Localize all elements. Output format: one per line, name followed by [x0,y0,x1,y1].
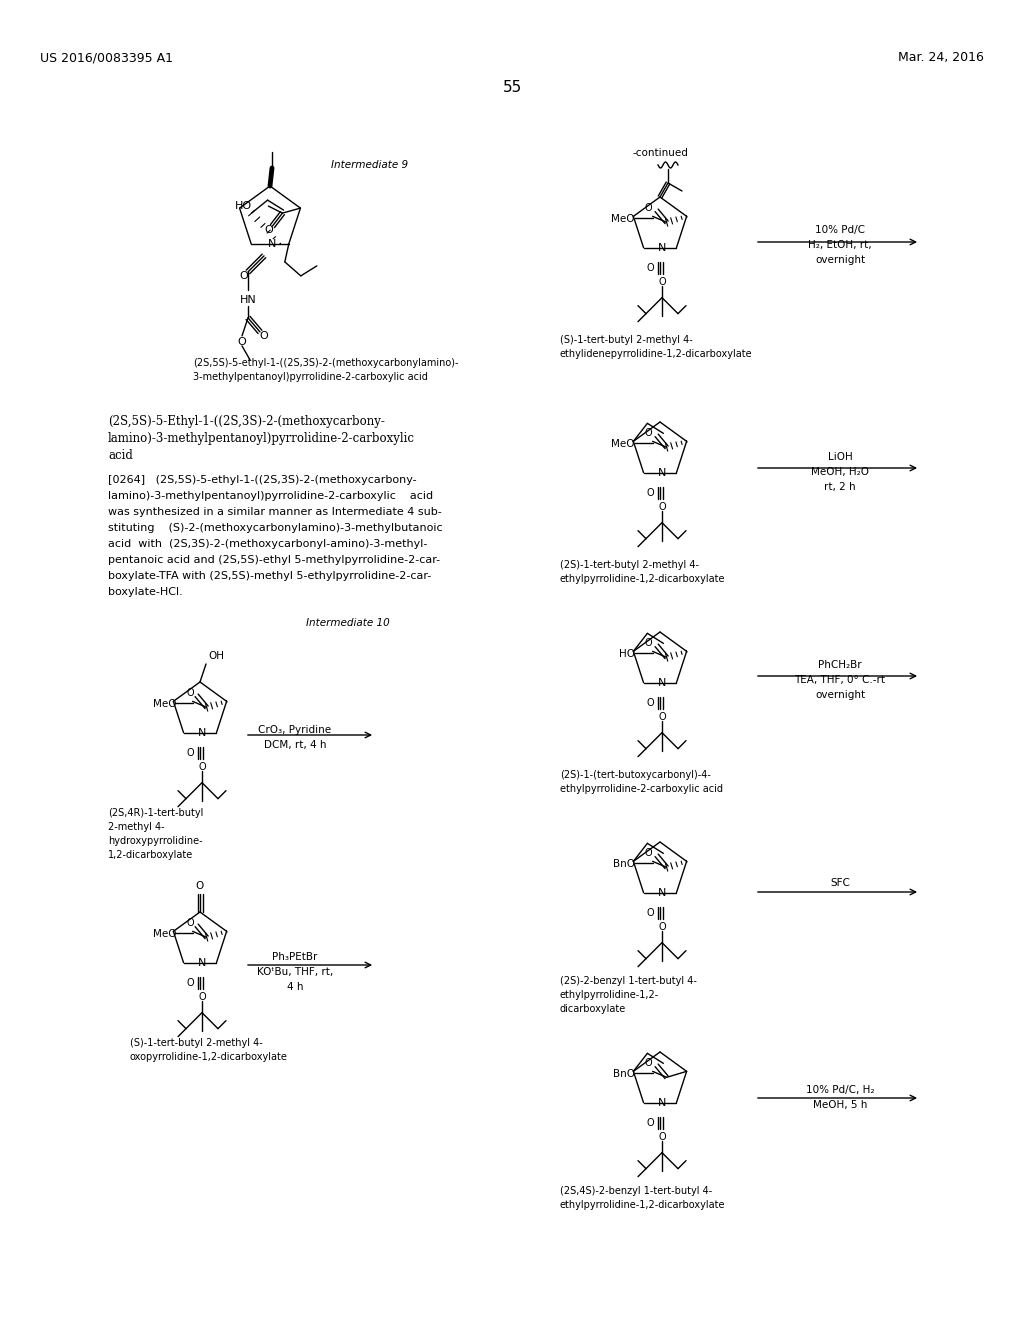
Text: 3-methylpentanoyl)pyrrolidine-2-carboxylic acid: 3-methylpentanoyl)pyrrolidine-2-carboxyl… [193,372,428,381]
Text: O: O [186,919,195,928]
Text: hydroxypyrrolidine-: hydroxypyrrolidine- [108,836,203,846]
Text: O: O [645,429,652,438]
Text: dicarboxylate: dicarboxylate [560,1005,627,1014]
Text: ethylpyrrolidine-2-carboxylic acid: ethylpyrrolidine-2-carboxylic acid [560,784,723,795]
Text: 10% Pd/C, H₂: 10% Pd/C, H₂ [806,1085,874,1096]
Text: (2S,5S)-5-ethyl-1-((2S,3S)-2-(methoxycarbonylamino)-: (2S,5S)-5-ethyl-1-((2S,3S)-2-(methoxycar… [193,358,459,368]
Text: HN: HN [240,294,256,305]
Text: MeO: MeO [611,214,635,224]
Text: Ph₃PEtBr: Ph₃PEtBr [272,952,317,962]
Text: (2S)-1-(tert-butoxycarbonyl)-4-: (2S)-1-(tert-butoxycarbonyl)-4- [560,770,711,780]
Text: N: N [657,243,667,252]
Text: boxylate-HCl.: boxylate-HCl. [108,587,182,597]
Text: N: N [657,677,667,688]
Text: O: O [646,698,653,708]
Text: N: N [657,887,667,898]
Text: (2S,4S)-2-benzyl 1-tert-butyl 4-: (2S,4S)-2-benzyl 1-tert-butyl 4- [560,1185,713,1196]
Text: lamino)-3-methylpentanoyl)pyrrolidine-2-carboxylic: lamino)-3-methylpentanoyl)pyrrolidine-2-… [108,432,415,445]
Text: rt, 2 h: rt, 2 h [824,482,856,492]
Text: was synthesized in a similar manner as Intermediate 4 sub-: was synthesized in a similar manner as I… [108,507,441,517]
Text: BnO: BnO [612,859,635,870]
Text: N: N [657,1098,667,1107]
Text: ethylpyrrolidine-1,2-dicarboxylate: ethylpyrrolidine-1,2-dicarboxylate [560,574,725,583]
Text: OH: OH [208,651,224,661]
Text: O: O [264,226,272,235]
Text: 55: 55 [503,81,521,95]
Text: overnight: overnight [815,255,865,265]
Text: [0264]   (2S,5S)-5-ethyl-1-((2S,3S)-2-(methoxycarbony-: [0264] (2S,5S)-5-ethyl-1-((2S,3S)-2-(met… [108,475,417,484]
Text: O: O [646,908,653,917]
Text: US 2016/0083395 A1: US 2016/0083395 A1 [40,51,173,65]
Text: O: O [199,762,206,772]
Text: boxylate-TFA with (2S,5S)-methyl 5-ethylpyrrolidine-2-car-: boxylate-TFA with (2S,5S)-methyl 5-ethyl… [108,572,431,581]
Text: SFC: SFC [830,878,850,888]
Text: O: O [645,639,652,648]
Text: ethylpyrrolidine-1,2-: ethylpyrrolidine-1,2- [560,990,659,1001]
Text: O: O [645,203,652,214]
Text: O: O [658,1131,666,1142]
Text: O: O [658,921,666,932]
Text: (2S,4R)-1-tert-butyl: (2S,4R)-1-tert-butyl [108,808,204,818]
Text: BnO: BnO [612,1069,635,1080]
Text: (2S)-1-tert-butyl 2-methyl 4-: (2S)-1-tert-butyl 2-methyl 4- [560,560,699,570]
Text: 10% Pd/C: 10% Pd/C [815,224,865,235]
Text: O: O [186,747,194,758]
Text: (2S)-2-benzyl 1-tert-butyl 4-: (2S)-2-benzyl 1-tert-butyl 4- [560,975,697,986]
Text: Mar. 24, 2016: Mar. 24, 2016 [898,51,984,65]
Text: 4 h: 4 h [287,982,303,993]
Text: MeO: MeO [154,929,176,940]
Text: MeOH, H₂O: MeOH, H₂O [811,467,869,477]
Text: oxopyrrolidine-1,2-dicarboxylate: oxopyrrolidine-1,2-dicarboxylate [130,1052,288,1063]
Text: N: N [657,467,667,478]
Text: Intermediate 9: Intermediate 9 [332,160,409,170]
Text: O: O [186,978,194,987]
Text: N: N [198,727,206,738]
Text: acid: acid [108,449,133,462]
Text: -continued: -continued [632,148,688,158]
Text: (S)-1-tert-butyl 2-methyl 4-: (S)-1-tert-butyl 2-methyl 4- [560,335,693,345]
Text: (2S,5S)-5-Ethyl-1-((2S,3S)-2-(methoxycarbony-: (2S,5S)-5-Ethyl-1-((2S,3S)-2-(methoxycar… [108,414,385,428]
Text: O: O [238,337,247,347]
Text: 1,2-dicarboxylate: 1,2-dicarboxylate [108,850,194,861]
Text: acid  with  (2S,3S)-2-(methoxycarbonyl-amino)-3-methyl-: acid with (2S,3S)-2-(methoxycarbonyl-ami… [108,539,427,549]
Text: lamino)-3-methylpentanoyl)pyrrolidine-2-carboxylic    acid: lamino)-3-methylpentanoyl)pyrrolidine-2-… [108,491,433,502]
Text: O: O [645,849,652,858]
Text: HO: HO [236,201,253,211]
Text: H₂, EtOH, rt,: H₂, EtOH, rt, [808,240,871,249]
Text: pentanoic acid and (2S,5S)-ethyl 5-methylpyrrolidine-2-car-: pentanoic acid and (2S,5S)-ethyl 5-methy… [108,554,440,565]
Text: O: O [658,502,666,512]
Text: O: O [658,277,666,286]
Text: O: O [260,331,268,341]
Text: O: O [646,263,653,273]
Text: CrO₃, Pyridine: CrO₃, Pyridine [258,725,332,735]
Text: (S)-1-tert-butyl 2-methyl 4-: (S)-1-tert-butyl 2-methyl 4- [130,1038,263,1048]
Text: MeO: MeO [611,440,635,449]
Text: ethylidenepyrrolidine-1,2-dicarboxylate: ethylidenepyrrolidine-1,2-dicarboxylate [560,348,753,359]
Text: O: O [199,991,206,1002]
Text: MeOH, 5 h: MeOH, 5 h [813,1100,867,1110]
Text: O: O [658,711,666,722]
Text: overnight: overnight [815,690,865,700]
Text: DCM, rt, 4 h: DCM, rt, 4 h [264,741,327,750]
Text: O: O [196,880,204,891]
Text: MeO: MeO [154,700,176,709]
Text: O: O [240,271,249,281]
Text: O: O [646,487,653,498]
Text: KOᵗBu, THF, rt,: KOᵗBu, THF, rt, [257,968,333,977]
Text: N: N [198,957,206,968]
Text: ethylpyrrolidine-1,2-dicarboxylate: ethylpyrrolidine-1,2-dicarboxylate [560,1200,725,1210]
Text: N: N [268,239,276,249]
Text: TEA, THF, 0° C.-rt: TEA, THF, 0° C.-rt [795,675,886,685]
Text: LiOH: LiOH [827,451,852,462]
Text: stituting    (S)-2-(methoxycarbonylamino)-3-methylbutanoic: stituting (S)-2-(methoxycarbonylamino)-3… [108,523,442,533]
Text: HO: HO [618,649,635,660]
Text: PhCH₂Br: PhCH₂Br [818,660,862,671]
Text: O: O [646,1118,653,1127]
Text: 2-methyl 4-: 2-methyl 4- [108,822,165,832]
Text: Intermediate 10: Intermediate 10 [306,618,390,628]
Text: O: O [645,1059,652,1068]
Text: O: O [186,688,195,698]
